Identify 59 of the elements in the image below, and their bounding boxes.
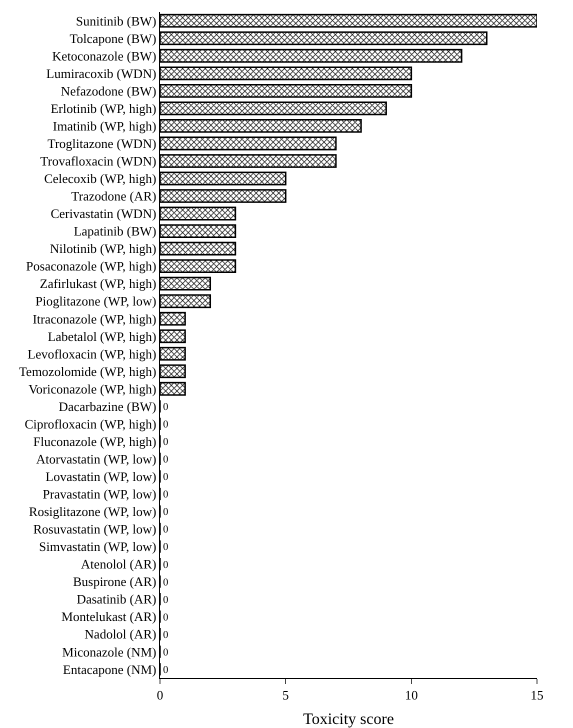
data-label: 0 xyxy=(163,472,168,484)
data-label: 0 xyxy=(163,630,168,641)
y-tick-label: Ciprofloxacin (WP, high) xyxy=(24,416,156,432)
data-label: 0 xyxy=(163,507,168,518)
y-tick-label: Labetalol (WP, high) xyxy=(48,328,156,344)
y-tick-label: Imatinib (WP, high) xyxy=(52,118,156,134)
y-tick-label: Erlotinib (WP, high) xyxy=(50,100,156,116)
x-axis-title: Toxicity score xyxy=(303,711,394,728)
y-tick-label: Voriconazole (WP, high) xyxy=(28,381,156,396)
data-label: 0 xyxy=(163,647,168,658)
y-tick-label: Itraconazole (WP, high) xyxy=(32,311,156,326)
y-tick-label: Nadolol (AR) xyxy=(84,626,156,642)
y-tick-label: Buspirone (AR) xyxy=(72,574,156,590)
y-tick-label: Zafirlukast (WP, high) xyxy=(40,276,156,292)
y-tick-label: Celecoxib (WP, high) xyxy=(44,171,156,186)
y-tick-label: Posaconazole (WP, high) xyxy=(26,258,156,274)
data-label: 0 xyxy=(163,577,168,588)
data-label: 0 xyxy=(163,664,168,676)
y-tick-label: Troglitazone (WDN) xyxy=(47,136,156,151)
y-tick-label: Levofloxacin (WP, high) xyxy=(28,346,156,362)
data-label: 0 xyxy=(163,490,168,501)
y-tick-label: Rosiglitazone (WP, low) xyxy=(28,504,156,520)
y-tick-label: Cerivastatin (WDN) xyxy=(50,206,156,222)
y-tick-label: Trovafloxacin (WDN) xyxy=(40,154,156,169)
data-label: 0 xyxy=(163,560,168,571)
y-tick-label: Tolcapone (BW) xyxy=(70,30,156,46)
x-tick-label: 10 xyxy=(404,688,418,703)
y-tick-label: Fluconazole (WP, high) xyxy=(33,434,156,449)
data-label: 0 xyxy=(163,524,168,536)
data-label: 0 xyxy=(163,612,168,624)
y-tick-label: Dasatinib (AR) xyxy=(76,592,156,607)
y-tick-label: Sunitinib (BW) xyxy=(76,13,156,28)
y-tick-label: Entacapone (NM) xyxy=(62,662,156,677)
y-tick-label: Nefazodone (BW) xyxy=(60,83,156,98)
y-tick-label: Atenolol (AR) xyxy=(80,556,156,572)
y-tick-label: Nilotinib (WP, high) xyxy=(50,241,156,256)
y-tick-label: Montelukast (AR) xyxy=(61,609,156,624)
y-tick-label: Lumiracoxib (WDN) xyxy=(46,66,156,81)
data-label: 0 xyxy=(163,420,168,431)
y-tick-label: Pioglitazone (WP, low) xyxy=(35,294,156,309)
y-tick-label: Temozolomide (WP, high) xyxy=(19,364,156,379)
data-label: 0 xyxy=(163,454,168,466)
y-tick-label: Miconazole (NM) xyxy=(62,644,156,660)
x-tick-label: 0 xyxy=(156,688,164,703)
data-label: 0 xyxy=(163,437,168,448)
y-tick-label: Dacarbazine (BW) xyxy=(58,398,156,414)
y-tick-label: Trazodone (AR) xyxy=(71,188,156,204)
y-tick-label: Lovastatin (WP, low) xyxy=(46,469,156,484)
data-label: 0 xyxy=(163,594,168,606)
y-tick-label: Rosuvastatin (WP, low) xyxy=(33,522,156,537)
data-label: 0 xyxy=(163,542,168,554)
data-label: 0 xyxy=(163,402,168,414)
x-tick-label: 15 xyxy=(530,688,544,703)
y-tick-label: Atorvastatin (WP, low) xyxy=(36,451,156,466)
y-tick-label: Pravastatin (WP, low) xyxy=(42,486,156,502)
y-tick-label: Simvastatin (WP, low) xyxy=(39,539,156,554)
x-tick-label: 5 xyxy=(282,688,289,703)
y-tick-label: Lapatinib (BW) xyxy=(74,224,156,239)
y-tick-label: Ketoconazole (BW) xyxy=(52,48,156,64)
